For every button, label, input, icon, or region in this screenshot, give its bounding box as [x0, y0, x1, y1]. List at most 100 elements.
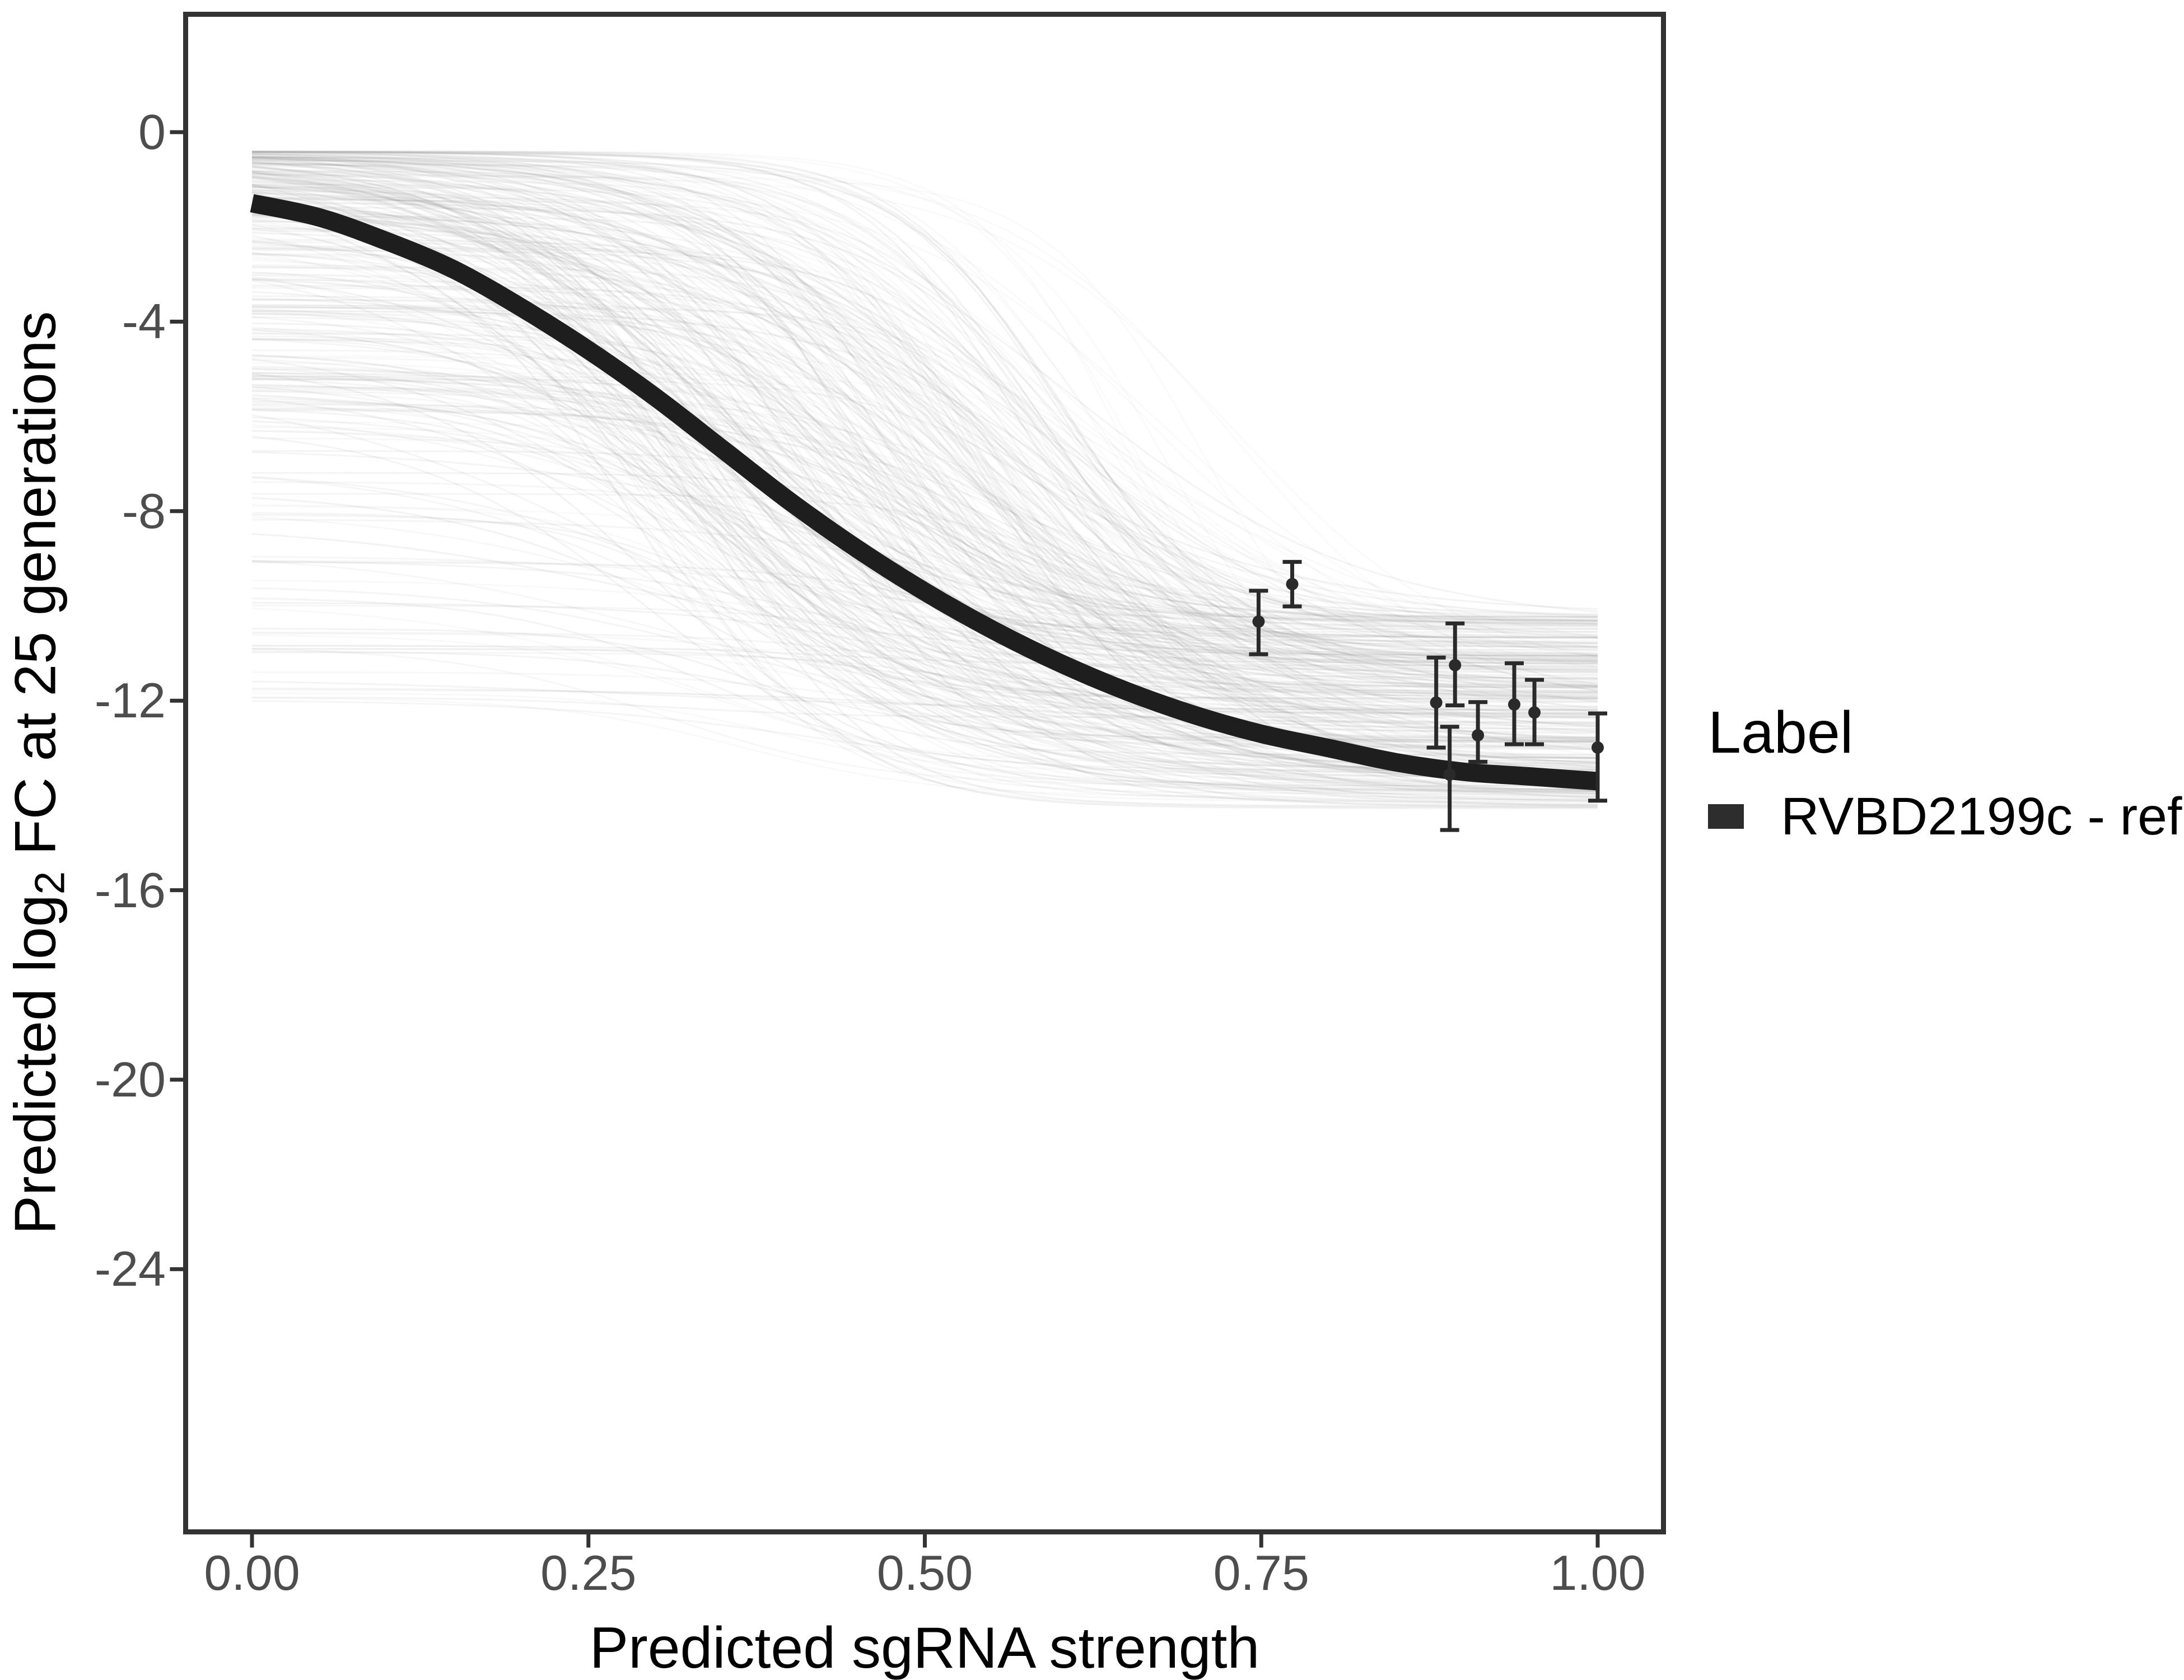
y-tick-label: -4 [122, 293, 166, 349]
posterior-sample-curve [251, 633, 1598, 715]
posterior-sample-curve [251, 424, 1598, 720]
posterior-sample-curve [251, 279, 1598, 716]
posterior-sample-curve [251, 151, 1598, 648]
posterior-sample-curve [251, 184, 1598, 759]
posterior-sample-curve [252, 150, 1598, 665]
posterior-sample-curve [251, 209, 1598, 659]
posterior-sample-curve [251, 306, 1598, 715]
posterior-sample-curve [252, 175, 1598, 658]
x-tick-label: 0.75 [1213, 1545, 1309, 1600]
posterior-sample-curve [252, 176, 1598, 725]
posterior-sample-curve [251, 253, 1598, 729]
legend-key-swatch [1708, 804, 1744, 829]
posterior-sample-curve [251, 248, 1598, 775]
y-tick-label: -16 [94, 862, 166, 918]
posterior-sample-curve [251, 333, 1598, 620]
posterior-sample-curve [252, 151, 1598, 759]
posterior-sample-curve [251, 451, 1598, 732]
posterior-sample-curve [251, 516, 1598, 779]
posterior-sample-curve [251, 245, 1598, 664]
posterior-sample-curve [251, 251, 1598, 625]
posterior-sample-curve [251, 203, 1598, 803]
posterior-sample-curve [251, 158, 1598, 688]
posterior-sample-curve [251, 232, 1598, 796]
posterior-sample-curve [251, 297, 1598, 645]
posterior-sample-curve [252, 379, 1598, 714]
posterior-sample-curve [251, 309, 1598, 742]
posterior-sample-curve [251, 160, 1598, 795]
posterior-sample-curve [251, 176, 1598, 714]
posterior-sample-curve [251, 372, 1598, 684]
posterior-sample-curve [251, 278, 1598, 688]
posterior-sample-curve [252, 164, 1598, 689]
posterior-sample-curve [251, 158, 1598, 618]
posterior-sample-curve [251, 403, 1598, 689]
posterior-sample-curve [251, 332, 1598, 669]
posterior-sample-curve [252, 199, 1598, 636]
y-axis-title-text-tail: FC at 25 generations [3, 311, 68, 871]
posterior-sample-curve [251, 153, 1598, 760]
posterior-sample-curve [251, 247, 1598, 687]
posterior-sample-curve [251, 378, 1598, 657]
posterior-sample-curve [251, 402, 1598, 680]
posterior-sample-curve [251, 172, 1598, 697]
posterior-sample-curve [251, 249, 1598, 647]
posterior-sample-curve [251, 152, 1598, 688]
posterior-sample-curve [252, 375, 1598, 741]
posterior-sample-curve [251, 162, 1598, 741]
posterior-sample-curve [251, 173, 1598, 711]
posterior-sample-curve [251, 194, 1598, 639]
posterior-sample-curve [251, 172, 1598, 633]
posterior-sample-curve [251, 398, 1598, 750]
posterior-sample-curve [251, 416, 1598, 798]
posterior-sample-curve [251, 161, 1598, 800]
posterior-sample-curve [251, 304, 1598, 687]
posterior-sample-curve [251, 533, 1598, 657]
posterior-sample-curve [251, 167, 1598, 615]
posterior-sample-curve [251, 212, 1598, 751]
posterior-sample-curve [251, 299, 1598, 780]
posterior-sample-curve [251, 223, 1598, 627]
legend-item-label: RVBD2199c - ref [1781, 787, 2182, 846]
fitted-curve [250, 194, 1599, 791]
posterior-sample-curve [251, 189, 1598, 699]
posterior-sample-curve [252, 307, 1598, 626]
posterior-sample-curve [251, 407, 1598, 644]
posterior-sample-curve [251, 377, 1598, 662]
data-point [1472, 729, 1485, 741]
posterior-sample-curve [251, 206, 1598, 711]
posterior-sample-curve [251, 207, 1598, 757]
posterior-sample-curve [251, 157, 1598, 699]
posterior-sample-curve [251, 208, 1598, 638]
posterior-sample-curve [251, 390, 1598, 712]
y-tick-label: -20 [94, 1052, 166, 1107]
posterior-sample-curve [251, 519, 1598, 649]
posterior-sample-curve [252, 180, 1598, 673]
posterior-sample-curve [251, 497, 1598, 776]
posterior-sample-curve [251, 337, 1598, 630]
posterior-sample-curve [252, 450, 1598, 676]
posterior-sample-curve [251, 176, 1598, 743]
posterior-sample-curve [251, 253, 1598, 671]
posterior-sample-curve [251, 601, 1598, 727]
posterior-sample-curve [251, 161, 1598, 661]
posterior-sample-curve [251, 358, 1598, 654]
posterior-sample-curve [251, 185, 1598, 657]
posterior-sample-curve [251, 153, 1598, 791]
posterior-sample-curve [251, 153, 1598, 713]
posterior-sample-curve [251, 404, 1598, 810]
posterior-sample-curve [251, 420, 1598, 787]
posterior-sample-curve [251, 310, 1598, 701]
posterior-sample-curve [251, 384, 1598, 809]
posterior-sample-curve [251, 316, 1598, 629]
posterior-sample-curve [252, 645, 1598, 666]
data-point [1430, 696, 1443, 709]
posterior-sample-curve [251, 200, 1598, 692]
posterior-sample-curve [251, 177, 1598, 771]
posterior-sample-curve [251, 395, 1598, 802]
posterior-sample-curve [251, 556, 1598, 648]
posterior-sample-curve [251, 214, 1598, 659]
posterior-sample-curve [251, 175, 1598, 692]
posterior-sample-curve [251, 191, 1598, 692]
posterior-sample-curve [251, 216, 1598, 795]
